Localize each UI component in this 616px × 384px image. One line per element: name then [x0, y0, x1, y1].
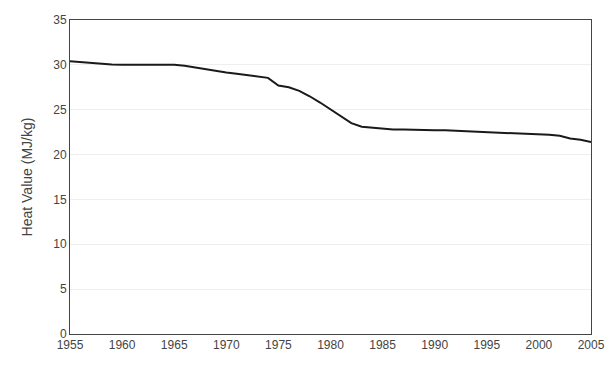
svg-text:2000: 2000 — [526, 338, 553, 352]
svg-text:1995: 1995 — [473, 338, 500, 352]
svg-text:25: 25 — [53, 103, 67, 117]
svg-text:1960: 1960 — [109, 338, 136, 352]
svg-text:1985: 1985 — [369, 338, 396, 352]
svg-text:1975: 1975 — [265, 338, 292, 352]
svg-text:1970: 1970 — [213, 338, 240, 352]
svg-text:10: 10 — [53, 237, 67, 251]
svg-text:5: 5 — [60, 282, 67, 296]
svg-text:15: 15 — [53, 193, 67, 207]
svg-text:1965: 1965 — [161, 338, 188, 352]
svg-text:1980: 1980 — [317, 338, 344, 352]
svg-text:35: 35 — [53, 13, 67, 27]
svg-text:20: 20 — [53, 148, 67, 162]
svg-text:1955: 1955 — [57, 338, 84, 352]
svg-text:1990: 1990 — [421, 338, 448, 352]
svg-text:Heat Value (MJ/kg): Heat Value (MJ/kg) — [19, 118, 35, 237]
svg-text:30: 30 — [53, 58, 67, 72]
svg-text:0: 0 — [60, 327, 67, 341]
svg-text:2005: 2005 — [578, 338, 605, 352]
